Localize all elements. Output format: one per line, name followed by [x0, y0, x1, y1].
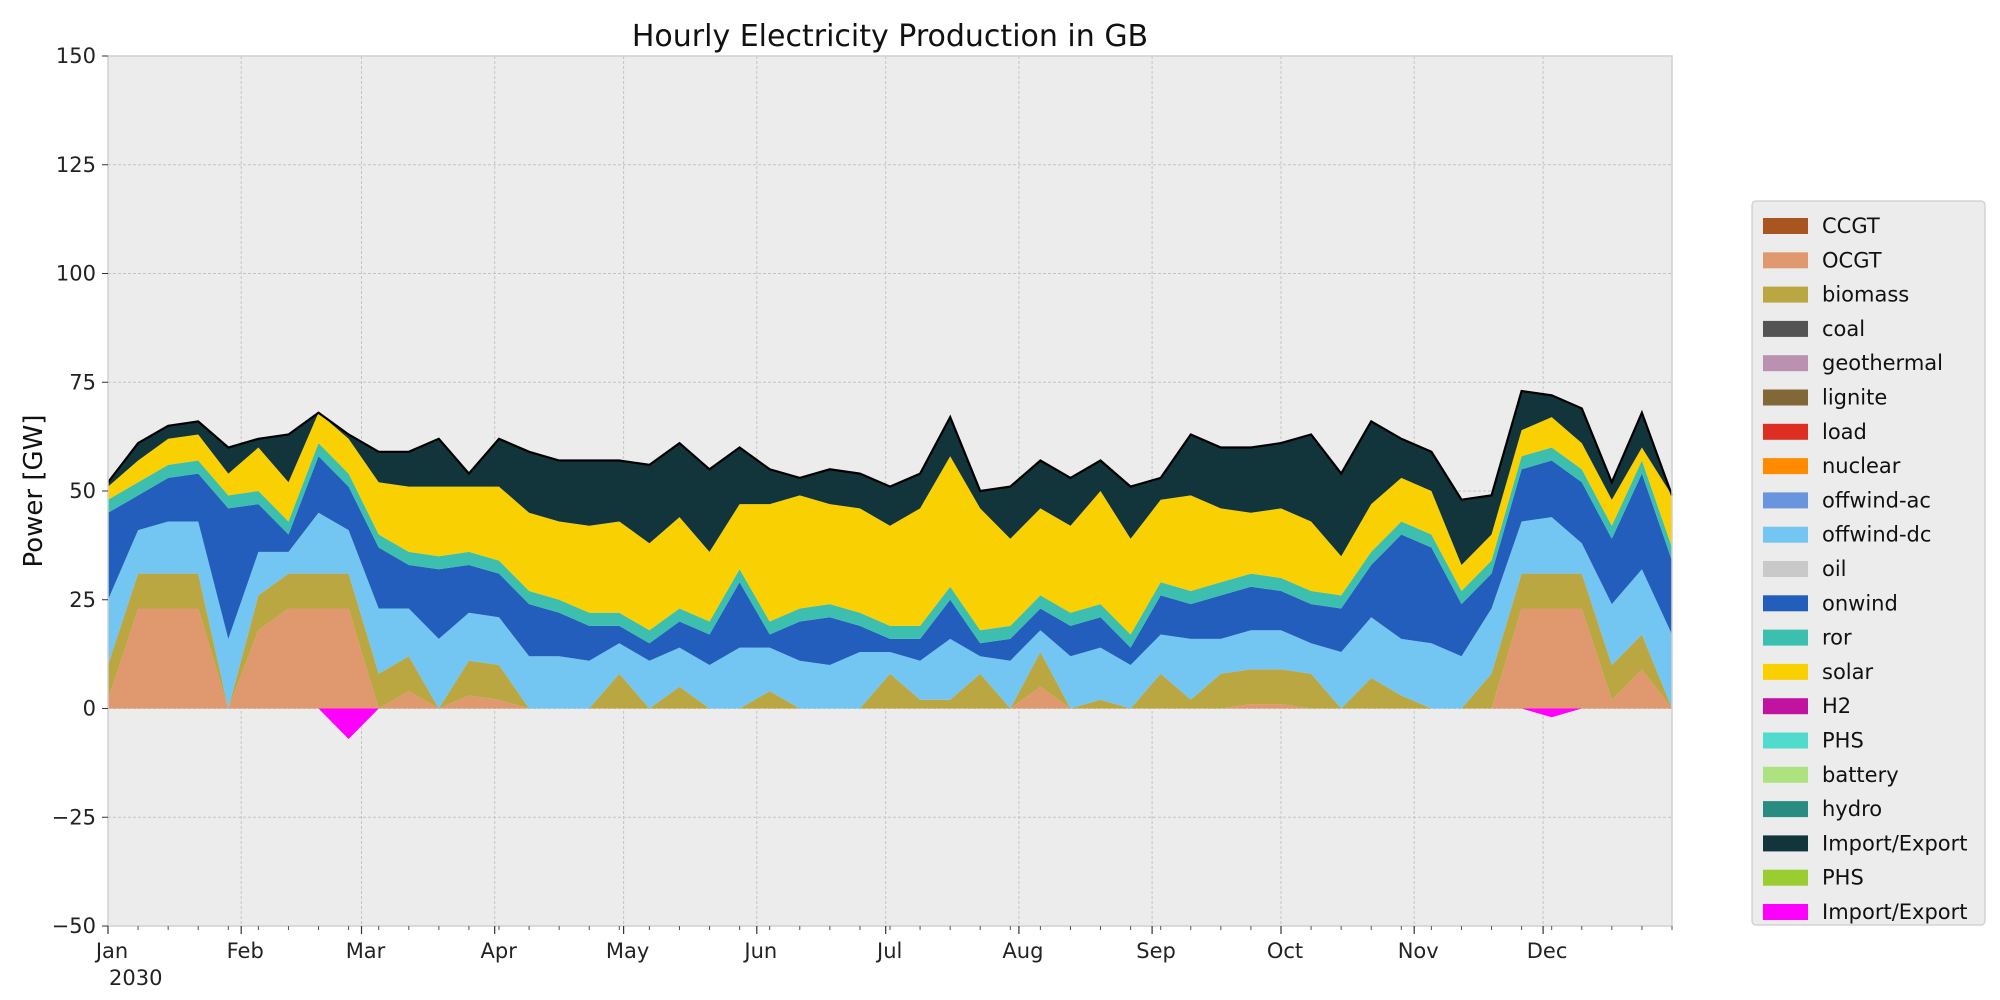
area-biomass: [108, 573, 1672, 709]
x-ticks: Jan 2030 Feb Mar Apr May Jun Jul Aug Sep Oct Nov Dec: [94, 926, 1673, 990]
legend-swatch: [1763, 629, 1808, 646]
y-tick-label: 0: [83, 697, 96, 721]
legend-label: offwind-dc: [1822, 523, 1931, 547]
legend-swatch: [1763, 252, 1808, 269]
legend: CCGT OCGT biomass coal geothermal lignite load…: [1751, 200, 1986, 926]
legend-swatch: [1763, 526, 1808, 543]
x-tick-label: Jan: [94, 939, 128, 963]
legend-swatch: [1763, 561, 1808, 577]
x-tick-label: Mar: [346, 939, 386, 963]
x-tick-label: Oct: [1267, 939, 1303, 963]
legend-swatch: [1763, 320, 1808, 337]
y-tick-label: 25: [69, 588, 96, 612]
legend-swatch: [1763, 458, 1808, 475]
legend-label: ror: [1822, 626, 1852, 650]
legend-swatch: [1763, 869, 1808, 886]
x-tick-label: Nov: [1398, 939, 1439, 963]
legend-label: PHS: [1822, 729, 1864, 753]
legend-swatch: [1763, 218, 1808, 234]
legend-swatch: [1763, 904, 1808, 920]
legend-label: Import/Export: [1822, 831, 1968, 855]
legend-label: biomass: [1822, 283, 1909, 307]
legend-swatch: [1763, 801, 1808, 818]
legend-label: CCGT: [1822, 214, 1880, 238]
x-tick-label: Jun: [742, 939, 777, 963]
legend-label: oil: [1822, 557, 1847, 581]
legend-swatch: [1763, 766, 1808, 783]
legend-label: geothermal: [1822, 351, 1943, 375]
area-onwind: [108, 456, 1672, 665]
legend-items: CCGT OCGT biomass coal geothermal lignite load…: [1763, 214, 1968, 924]
chart-title: Hourly Electricity Production in GB: [632, 19, 1148, 54]
x-tick-label: Dec: [1527, 939, 1568, 963]
legend-label: offwind-ac: [1822, 488, 1931, 512]
total-demand-line: [107, 389, 1674, 501]
area-import-export: [108, 391, 1672, 565]
legend-swatch: [1763, 492, 1808, 509]
legend-label: PHS: [1822, 866, 1864, 890]
legend-label: Import/Export: [1822, 900, 1968, 924]
legend-label: OCGT: [1822, 248, 1882, 272]
y-tick-label: 125: [56, 153, 96, 177]
legend-swatch: [1763, 595, 1808, 612]
legend-label: nuclear: [1822, 454, 1901, 478]
x-tick-label: Apr: [481, 939, 518, 963]
area-solar: [108, 412, 1672, 635]
y-tick-label: 150: [56, 44, 96, 68]
total-line: [107, 389, 1674, 501]
legend-frame: [1751, 200, 1986, 926]
x-tick-label: Sep: [1136, 939, 1176, 963]
y-tick-label: 75: [69, 370, 96, 394]
legend-swatch: [1763, 286, 1808, 303]
y-tick-label: −25: [52, 805, 96, 829]
x-tick-label: May: [606, 939, 649, 963]
x-tick-sublabel: 2030: [109, 966, 162, 990]
legend-swatch: [1763, 389, 1808, 406]
y-ticks: −50 −25 0 25 50 75 100 125 150: [52, 44, 108, 938]
legend-label: hydro: [1822, 797, 1882, 821]
legend-swatch: [1763, 698, 1808, 715]
legend-swatch: [1763, 732, 1808, 749]
area-series: [108, 391, 1672, 739]
y-tick-label: 50: [69, 479, 96, 503]
area-ocgt: [108, 608, 1672, 709]
legend-label: battery: [1822, 763, 1899, 787]
y-axis-label: Power [GW]: [19, 414, 49, 567]
y-tick-label: 100: [56, 262, 96, 286]
legend-swatch: [1763, 663, 1808, 680]
legend-label: coal: [1822, 317, 1865, 341]
legend-label: load: [1822, 420, 1867, 444]
legend-label: lignite: [1822, 386, 1887, 410]
legend-swatch: [1763, 423, 1808, 440]
legend-label: H2: [1822, 694, 1851, 718]
x-tick-label: Jul: [875, 939, 902, 963]
legend-label: solar: [1822, 660, 1873, 684]
y-tick-label: −50: [52, 914, 96, 938]
x-tick-label: Aug: [1002, 939, 1043, 963]
area-offwind-dc: [108, 512, 1672, 709]
legend-label: onwind: [1822, 591, 1898, 615]
legend-swatch: [1763, 355, 1808, 372]
x-tick-label: Feb: [227, 939, 264, 963]
legend-swatch: [1763, 835, 1808, 852]
